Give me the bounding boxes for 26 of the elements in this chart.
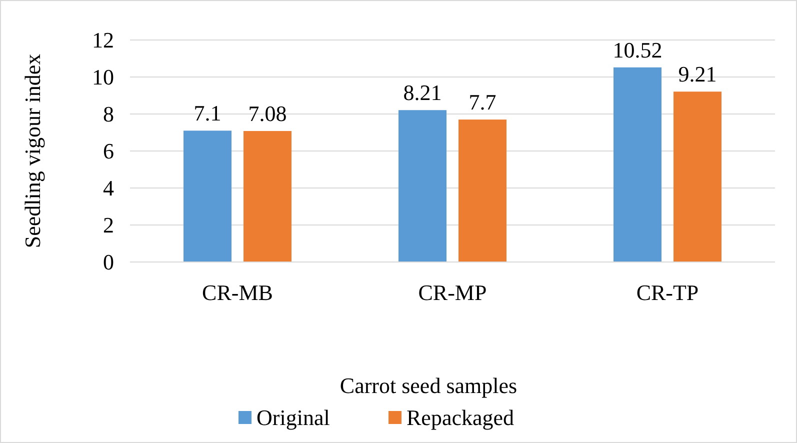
x-tick-label: CR-MB: [202, 280, 273, 305]
bar: [674, 92, 722, 262]
data-label: 10.52: [612, 37, 662, 62]
data-label: 8.21: [403, 80, 442, 106]
bar: [398, 110, 446, 262]
data-label: 7.08: [248, 101, 287, 126]
legend-label: Repackaged: [406, 405, 514, 430]
y-tick-label: 8: [103, 102, 114, 127]
y-tick-label: 2: [103, 212, 114, 238]
y-tick-label: 4: [103, 176, 114, 201]
data-label: 7.7: [468, 90, 496, 115]
bar: [184, 130, 232, 262]
x-axis-title: Carrot seed samples: [340, 373, 518, 398]
x-tick-label: CR-TP: [636, 280, 699, 305]
data-label: 9.21: [678, 62, 717, 87]
legend-label: Original: [256, 405, 330, 430]
bar: [244, 131, 292, 262]
bar: [458, 120, 506, 262]
y-tick-label: 0: [103, 250, 114, 275]
data-label: 7.1: [194, 100, 222, 126]
bar: [614, 67, 662, 262]
y-tick-label: 12: [92, 28, 114, 53]
y-axis-title: Seedling vigour index: [20, 54, 45, 248]
y-tick-label: 6: [103, 138, 114, 164]
y-tick-label: 10: [92, 64, 114, 90]
x-tick-label: CR-MP: [418, 280, 487, 305]
